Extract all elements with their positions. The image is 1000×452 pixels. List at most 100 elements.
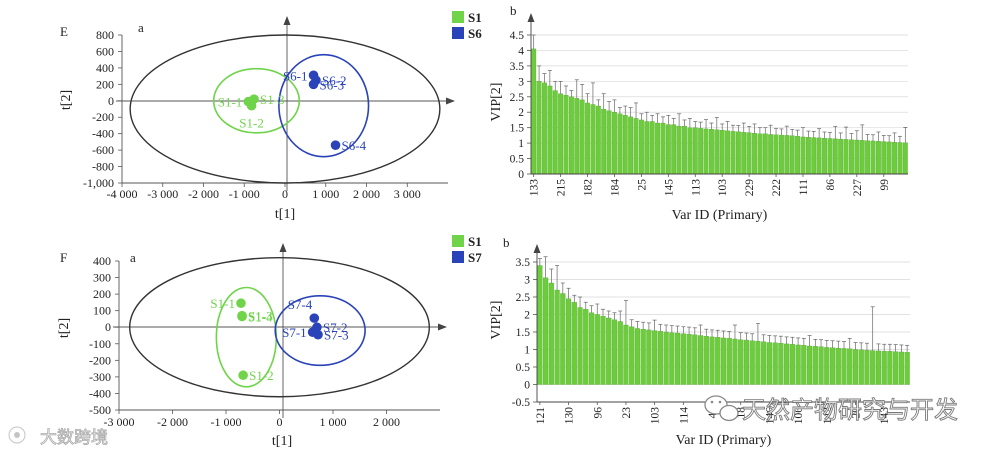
vip-bar (832, 138, 838, 175)
vip-plot-e: 0 0.5 1 1.5 2 2.5 3 3.5 4 4.5 133 215 182 184 25 145 113… (489, 3, 908, 223)
vip-bar (841, 348, 847, 385)
point-label: S6-2 (322, 73, 347, 88)
vip-bar (600, 316, 606, 385)
vip-bar (682, 125, 687, 175)
vip-bar (887, 351, 893, 385)
x-tick-label: 103 (717, 179, 729, 197)
vip-bar (676, 125, 682, 175)
y-tick-label: 1 (524, 345, 530, 357)
y-tick-label: 3.5 (510, 61, 525, 73)
x-tick-label: 3 000 (394, 187, 421, 201)
vip-bar (870, 140, 876, 175)
vip-bar (795, 136, 801, 175)
panel-letter: E (60, 24, 68, 39)
vip-bar (644, 121, 650, 175)
y-tick-label: 2 (524, 310, 530, 322)
vip-bar (761, 341, 767, 385)
x-axis-title: t[1] (275, 207, 295, 222)
y-tick-label: -300 (89, 370, 111, 384)
vip-bar (687, 127, 693, 175)
vip-bar (646, 329, 652, 385)
vip-bar (692, 334, 698, 385)
score-point-s7-3 (313, 329, 323, 340)
point-label: S6-1 (283, 68, 308, 83)
vip-bar (762, 133, 768, 175)
vip-bar (854, 139, 860, 175)
x-tick-label: 130 (564, 407, 576, 425)
point-label: S1-1 (210, 296, 235, 311)
vip-bar (897, 142, 903, 175)
vip-bar (634, 328, 640, 385)
y-tick-label: -400 (92, 127, 114, 141)
vip-bar (574, 98, 580, 175)
vip-bar (725, 130, 730, 175)
vip-bar (757, 133, 763, 175)
vip-bar (617, 321, 623, 385)
vip-bar (847, 348, 853, 385)
y-axis-title: VIP[2] (489, 301, 504, 340)
y-tick-label: -800 (92, 160, 114, 174)
y-tick-label: 2 (518, 107, 524, 119)
vip-bar (843, 139, 849, 175)
vip-bar (735, 131, 741, 175)
vip-bar (709, 336, 715, 385)
watermarks: 大数跨境 天然产物研究与开发 (7, 395, 958, 448)
watermark-left-text: 大数跨境 (40, 428, 108, 448)
vip-bar (554, 289, 560, 385)
y-tick-label: 2.5 (516, 292, 531, 304)
x-tick-label: 86 (825, 179, 837, 191)
legend-swatch-s1 (452, 11, 464, 23)
vip-bar (606, 317, 612, 385)
subpanel-letter: b (510, 3, 517, 18)
vip-bar (892, 142, 897, 175)
x-tick-label: 222 (771, 179, 783, 197)
vip-bar (698, 128, 704, 175)
legend-swatch-s6 (452, 27, 464, 39)
vip-bar (660, 122, 666, 175)
vip-bar (568, 96, 574, 175)
y-axis-arrow-icon (533, 244, 541, 253)
vip-bar (590, 104, 596, 175)
vip-bar (622, 115, 628, 175)
vip-bar (898, 351, 904, 385)
x-tick-label: 0 (277, 415, 283, 429)
point-label: S6-4 (342, 138, 367, 153)
vip-bar (543, 277, 549, 385)
group-ellipse-s1 (212, 67, 301, 134)
vip-bar (560, 293, 566, 385)
score-point-s6-3 (308, 79, 319, 90)
vip-bar (849, 139, 854, 175)
x-tick-label: 2 000 (373, 415, 400, 429)
vip-bar (709, 129, 714, 175)
vip-bar (629, 326, 635, 385)
vip-bar (875, 141, 881, 175)
vip-bar (536, 81, 542, 175)
y-axis-arrow-icon (283, 16, 291, 25)
y-tick-label: -200 (89, 353, 111, 367)
vip-bar (811, 137, 817, 175)
vip-bar (852, 349, 859, 385)
legend-swatch-s7 (452, 251, 464, 263)
vip-bar (766, 342, 772, 385)
y-axis-title: VIP[2] (489, 83, 504, 122)
vip-bar (870, 350, 876, 385)
vip-bar (669, 332, 675, 385)
y-tick-label: 300 (93, 271, 111, 285)
vip-bar (738, 339, 744, 385)
vip-bar (902, 142, 908, 175)
y-tick-label: 0.5 (516, 362, 531, 374)
vip-bar (680, 333, 686, 385)
x-axis-title: Var ID (Primary) (676, 433, 772, 448)
y-tick-label: -400 (89, 386, 111, 400)
vip-bar (640, 329, 646, 385)
y-tick-label: -1,000 (83, 176, 114, 190)
x-tick-label: -3 000 (147, 187, 178, 201)
y-tick-label: 3 (524, 275, 530, 287)
score-point-s7-4 (309, 313, 320, 323)
score-plot-e: 800 600 400 200 0 -200 -400 -600 -800 -1,000-4 00… (59, 10, 482, 222)
vip-bar (531, 48, 537, 175)
vip-bar (752, 133, 757, 175)
wechat-icon (704, 395, 739, 422)
score-point-s1-2 (246, 100, 257, 111)
legend-label-s1: S1 (468, 234, 482, 249)
